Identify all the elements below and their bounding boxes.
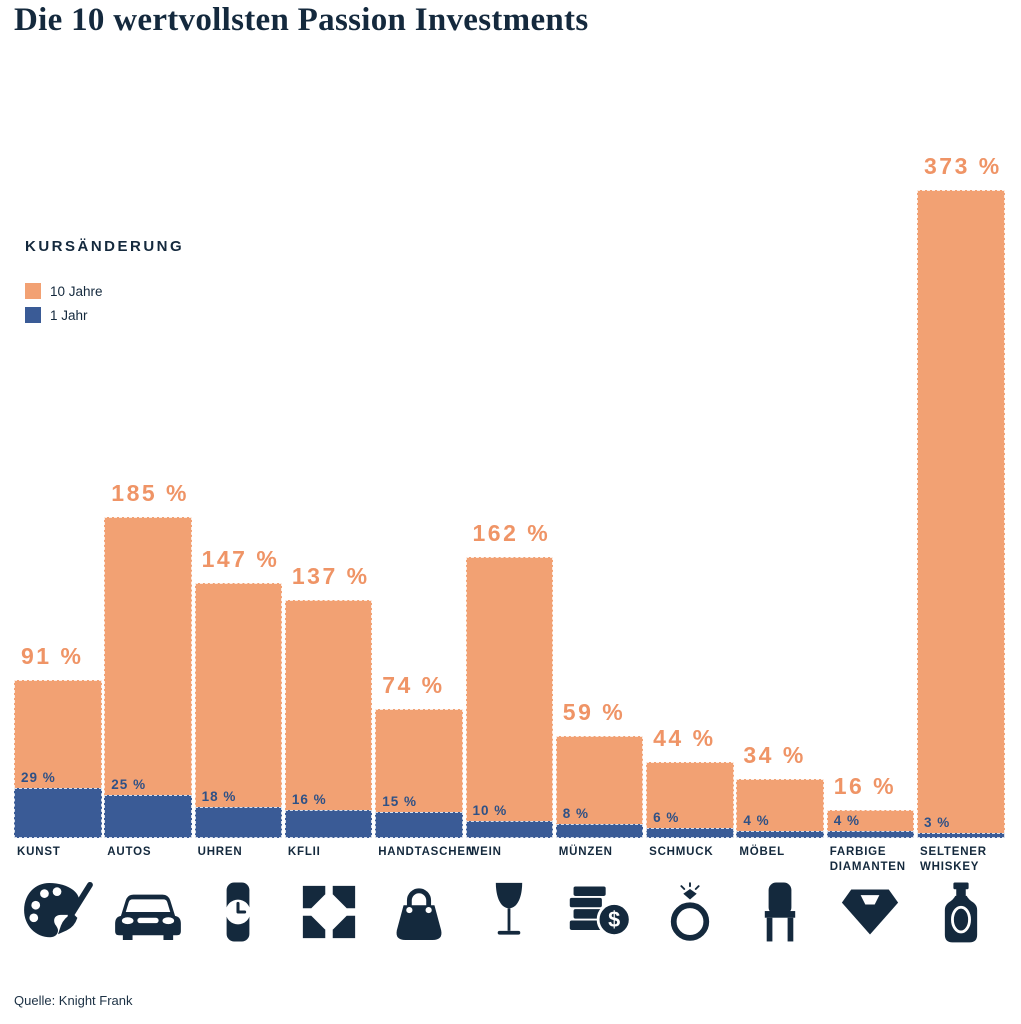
bar-group: 59 % 8 % MÜNZEN $ — [555, 150, 644, 938]
bar-10-jahre — [104, 516, 192, 838]
whiskey-bottle-icon — [917, 874, 1005, 950]
svg-text:$: $ — [608, 907, 620, 932]
bar-10-jahre — [917, 190, 1005, 838]
category-label: MÖBEL — [739, 846, 785, 858]
bar-group: 91 % 29 % KUNST — [14, 150, 102, 938]
bar-10-jahre — [736, 778, 824, 838]
bar-group: 34 % 4 % MÖBEL — [736, 150, 824, 942]
car-icon — [104, 874, 192, 950]
bar-group: 74 % 15 % HANDTASCHEN — [375, 150, 474, 940]
value-label-1-jahr: 16 % — [291, 792, 327, 808]
value-label-1-jahr: 29 % — [21, 769, 56, 785]
value-label-10-jahre: 373 % — [924, 153, 1002, 179]
value-label-10-jahre: 162 % — [472, 519, 551, 546]
legend-item-1-jahr: 1 Jahr — [25, 307, 184, 323]
bar-group: 373 % 3 % SELTENER WHISKEY — [917, 150, 1005, 943]
value-label-1-jahr: 15 % — [382, 793, 417, 809]
bar-chart: 91 % 29 % KUNST 185 % 25 % AUTOS 147 % 18 % UH… — [14, 150, 1007, 943]
bar-group: 147 % 18 % UHREN — [194, 150, 283, 942]
bar-1-jahr — [555, 824, 644, 838]
coins-icon: $ — [556, 874, 644, 950]
legend-item-10-jahre: 10 Jahre — [25, 283, 184, 299]
category-label: SELTENER WHISKEY — [920, 846, 987, 873]
bar-10-jahre — [555, 735, 644, 838]
value-label-10-jahre: 34 % — [743, 741, 806, 768]
category-label: SCHMUCK — [649, 846, 714, 858]
bar-group: 137 % 16 % KFLII — [284, 150, 373, 939]
category-label: MÜNZEN — [558, 846, 613, 858]
bar-group: 162 % 10 % WEIN — [465, 150, 553, 935]
value-label-10-jahre: 44 % — [653, 724, 716, 751]
diamond-icon — [827, 874, 915, 950]
value-label-1-jahr: 4 % — [833, 813, 860, 829]
value-label-10-jahre: 74 % — [382, 672, 445, 699]
legend-swatch-1-jahr — [25, 307, 41, 323]
legend-swatch-10-jahre — [25, 283, 41, 299]
bar-1-jahr — [917, 832, 1005, 838]
chair-icon — [736, 874, 824, 950]
bar-1-jahr — [194, 806, 283, 838]
category-label: WEIN — [468, 846, 502, 858]
category-label: UHREN — [197, 846, 243, 858]
category-label: KFLII — [287, 846, 321, 858]
legend: KURSÄNDERUNG 10 Jahre 1 Jahr — [25, 238, 184, 331]
bar-group: 16 % 4 % FARBIGE DIAMANTEN — [826, 150, 915, 935]
bar-1-jahr — [104, 794, 192, 838]
category-label: FARBIGE DIAMANTEN — [829, 846, 906, 873]
value-label-1-jahr: 25 % — [111, 776, 147, 792]
watch-icon — [195, 874, 283, 950]
wine-glass-icon — [466, 874, 554, 950]
value-label-10-jahre: 185 % — [111, 479, 190, 506]
bar-10-jahre — [465, 556, 553, 838]
value-label-1-jahr: 8 % — [562, 806, 590, 822]
value-label-10-jahre: 147 % — [201, 545, 280, 572]
ring-icon — [646, 874, 734, 950]
value-label-10-jahre: 59 % — [562, 698, 626, 725]
bar-1-jahr — [465, 820, 553, 838]
bar-10-jahre — [646, 761, 734, 838]
legend-label-10-jahre: 10 Jahre — [50, 283, 103, 299]
category-label: HANDTASCHEN — [378, 846, 475, 858]
category-label: KUNST — [17, 846, 61, 858]
value-label-1-jahr: 6 % — [653, 809, 680, 825]
bar-10-jahre — [194, 582, 283, 838]
value-label-1-jahr: 3 % — [924, 814, 951, 830]
source-note: Quelle: Knight Frank — [14, 993, 133, 1008]
bar-group: 44 % 6 % SCHMUCK — [646, 150, 734, 941]
kflii-logo-icon — [285, 874, 373, 950]
page-title: Die 10 wertvollsten Passion Investments — [14, 2, 589, 38]
bar-1-jahr — [14, 787, 102, 838]
bar-group: 185 % 25 % AUTOS — [104, 150, 192, 941]
legend-title: KURSÄNDERUNG — [25, 238, 185, 255]
bar-1-jahr — [826, 831, 915, 838]
value-label-10-jahre: 137 % — [291, 563, 370, 589]
value-label-10-jahre: 91 % — [21, 642, 84, 669]
value-label-1-jahr: 18 % — [201, 788, 237, 804]
value-label-1-jahr: 4 % — [743, 813, 770, 829]
bar-1-jahr — [375, 811, 463, 838]
bar-10-jahre — [284, 600, 373, 838]
legend-label-1-jahr: 1 Jahr — [50, 307, 88, 323]
palette-icon — [14, 874, 102, 950]
value-label-10-jahre: 16 % — [833, 773, 897, 800]
category-label: AUTOS — [107, 846, 152, 858]
value-label-1-jahr: 10 % — [472, 802, 508, 818]
bar-1-jahr — [736, 831, 824, 838]
bar-1-jahr — [646, 827, 734, 838]
handbag-icon — [375, 874, 463, 950]
bar-1-jahr — [284, 810, 373, 838]
